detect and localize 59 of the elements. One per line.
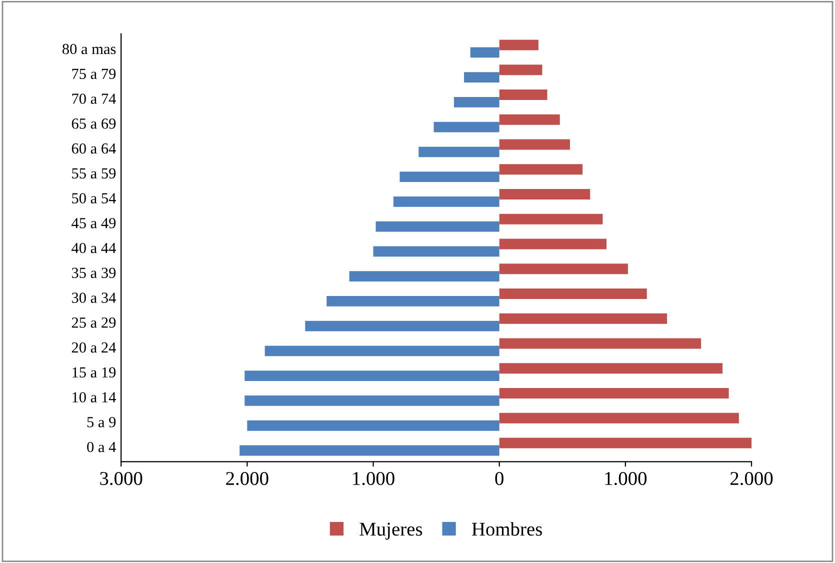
bar: [393, 196, 500, 207]
x-tick-label: 1.000: [353, 472, 394, 486]
y-tick-label: 45 a 49: [72, 218, 116, 228]
bar: [499, 313, 668, 324]
bar: [499, 114, 560, 125]
x-tick-label: 2.000: [226, 472, 268, 486]
bar: [499, 90, 548, 100]
bar: [499, 189, 590, 200]
bar: [454, 96, 500, 108]
legend-label: Mujeres: [360, 522, 422, 540]
x-tick-label: 2.000: [730, 472, 773, 486]
y-tick-label: 30 a 34: [72, 292, 116, 303]
bar: [400, 172, 500, 182]
bar: [305, 320, 500, 332]
y-tick-label: 35 a 39: [72, 268, 116, 278]
bar: [470, 47, 500, 58]
bar: [240, 445, 500, 456]
y-tick-label: 5 a 9: [87, 417, 116, 428]
bar: [499, 438, 752, 448]
x-tick-label: 1.000: [605, 472, 647, 486]
bar: [499, 288, 647, 299]
y-tick-label: 50 a 54: [72, 193, 116, 204]
bar: [373, 246, 500, 257]
y-tick-label: 70 a 74: [72, 94, 116, 104]
bar: [499, 412, 739, 424]
bar: [464, 72, 500, 83]
legend-label: Hombres: [472, 522, 542, 536]
bar: [499, 264, 628, 274]
y-tick-label: 40 a 44: [72, 242, 116, 254]
y-tick-label: 15 a 19: [72, 367, 116, 378]
bar: [499, 214, 603, 224]
bar: [499, 64, 542, 76]
bar: [499, 388, 729, 398]
bar: [499, 238, 606, 250]
x-tick-label: 3.000: [100, 472, 142, 486]
bar: [247, 420, 500, 431]
bar: [499, 363, 722, 374]
y-tick-label: 0 a 4: [87, 442, 116, 452]
y-tick-label: 10 a 14: [72, 392, 116, 402]
bar: [499, 40, 538, 50]
y-tick-label: 65 a 69: [72, 118, 116, 129]
bar: [326, 296, 500, 306]
y-tick-label: 25 a 29: [72, 318, 116, 328]
x-tick-label: 0: [495, 472, 504, 486]
bar: [244, 370, 500, 382]
bar: [349, 271, 500, 282]
y-tick-label: 80 a mas: [62, 44, 116, 54]
y-tick-label: 55 a 59: [72, 168, 116, 179]
y-tick-label: 75 a 79: [72, 68, 116, 80]
bar: [434, 122, 500, 132]
bar: [264, 346, 500, 356]
bar: [499, 164, 583, 175]
bar: [418, 146, 500, 158]
bar: [499, 338, 702, 349]
bar: [499, 139, 570, 150]
y-tick-label: 60 a 64: [72, 143, 116, 154]
bar: [244, 395, 500, 406]
bar: [376, 221, 500, 232]
y-tick-label: 20 a 24: [72, 342, 116, 353]
